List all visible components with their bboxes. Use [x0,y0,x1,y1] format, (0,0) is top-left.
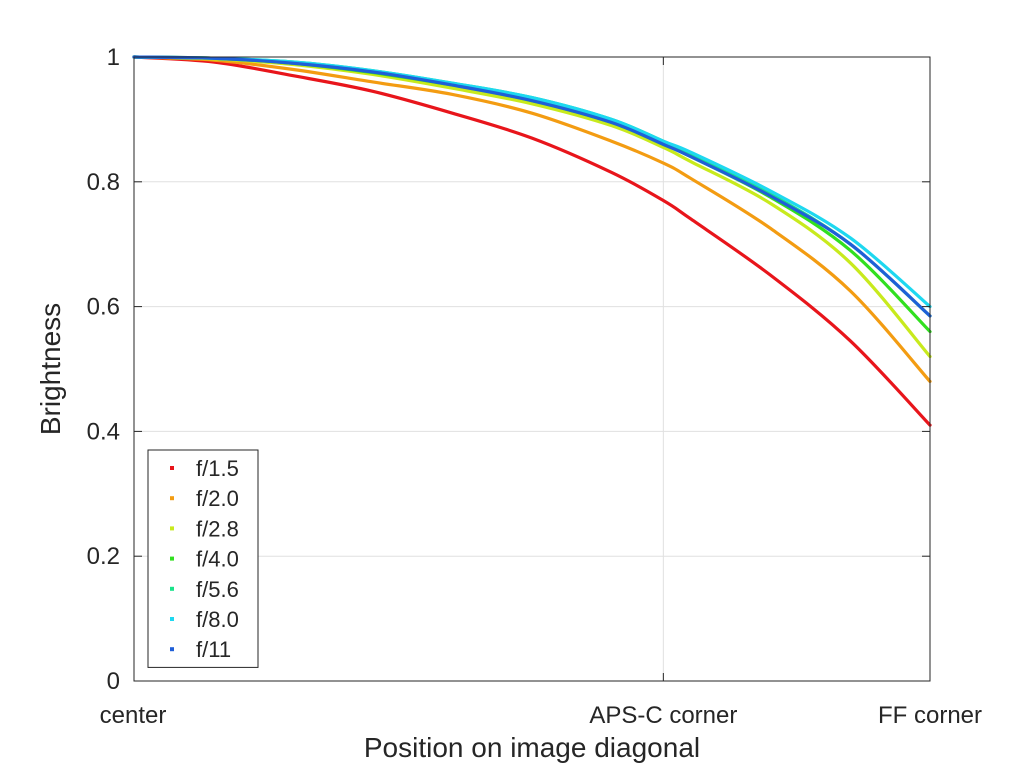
legend-label: f/1.5 [196,456,239,481]
legend-marker [170,466,174,470]
legend-box [147,449,259,668]
y-tick-label: 0.6 [87,294,120,321]
y-axis-label: Brightness [35,303,66,435]
series-lines [132,55,932,427]
series-line-f-11 [132,55,932,318]
legend-label: f/11 [196,637,231,662]
plot-frame [133,56,931,682]
legend-label: f/4.0 [196,547,239,572]
x-tick-label: center [100,702,167,729]
series-line-f-1-5 [132,55,932,427]
legend-marker [170,496,174,501]
x-tick-label: FF corner [878,702,982,729]
y-tick-label: 0.8 [87,169,120,196]
x-tick-label: APS-C corner [589,702,737,729]
grid [134,57,930,681]
legend-label: f/2.8 [196,516,239,541]
legend-marker [170,526,174,531]
legend-marker [170,556,174,561]
legend-marker [170,586,174,591]
legend-label: f/8.0 [196,607,239,632]
y-tick-label: 1 [107,44,120,71]
y-tick-label: 0.2 [87,543,120,570]
legend-label: f/2.0 [196,486,239,511]
x-axis-label: Position on image diagonal [364,732,700,763]
legend: f/1.5 f/2.0 f/2.8 f/4.0 f/5.6 f/8.0 f/11 [147,449,259,668]
legend-label: f/5.6 [196,577,239,602]
y-tick-label: 0.4 [87,418,120,445]
y-tick-label: 0 [107,668,120,695]
axis-ticks: 0 0.2 0.4 0.6 0.8 1 center APS-C corner FF corne… [87,44,982,729]
series-line-f-2-0 [132,55,932,384]
legend-marker [170,647,174,652]
legend-marker [170,617,174,621]
